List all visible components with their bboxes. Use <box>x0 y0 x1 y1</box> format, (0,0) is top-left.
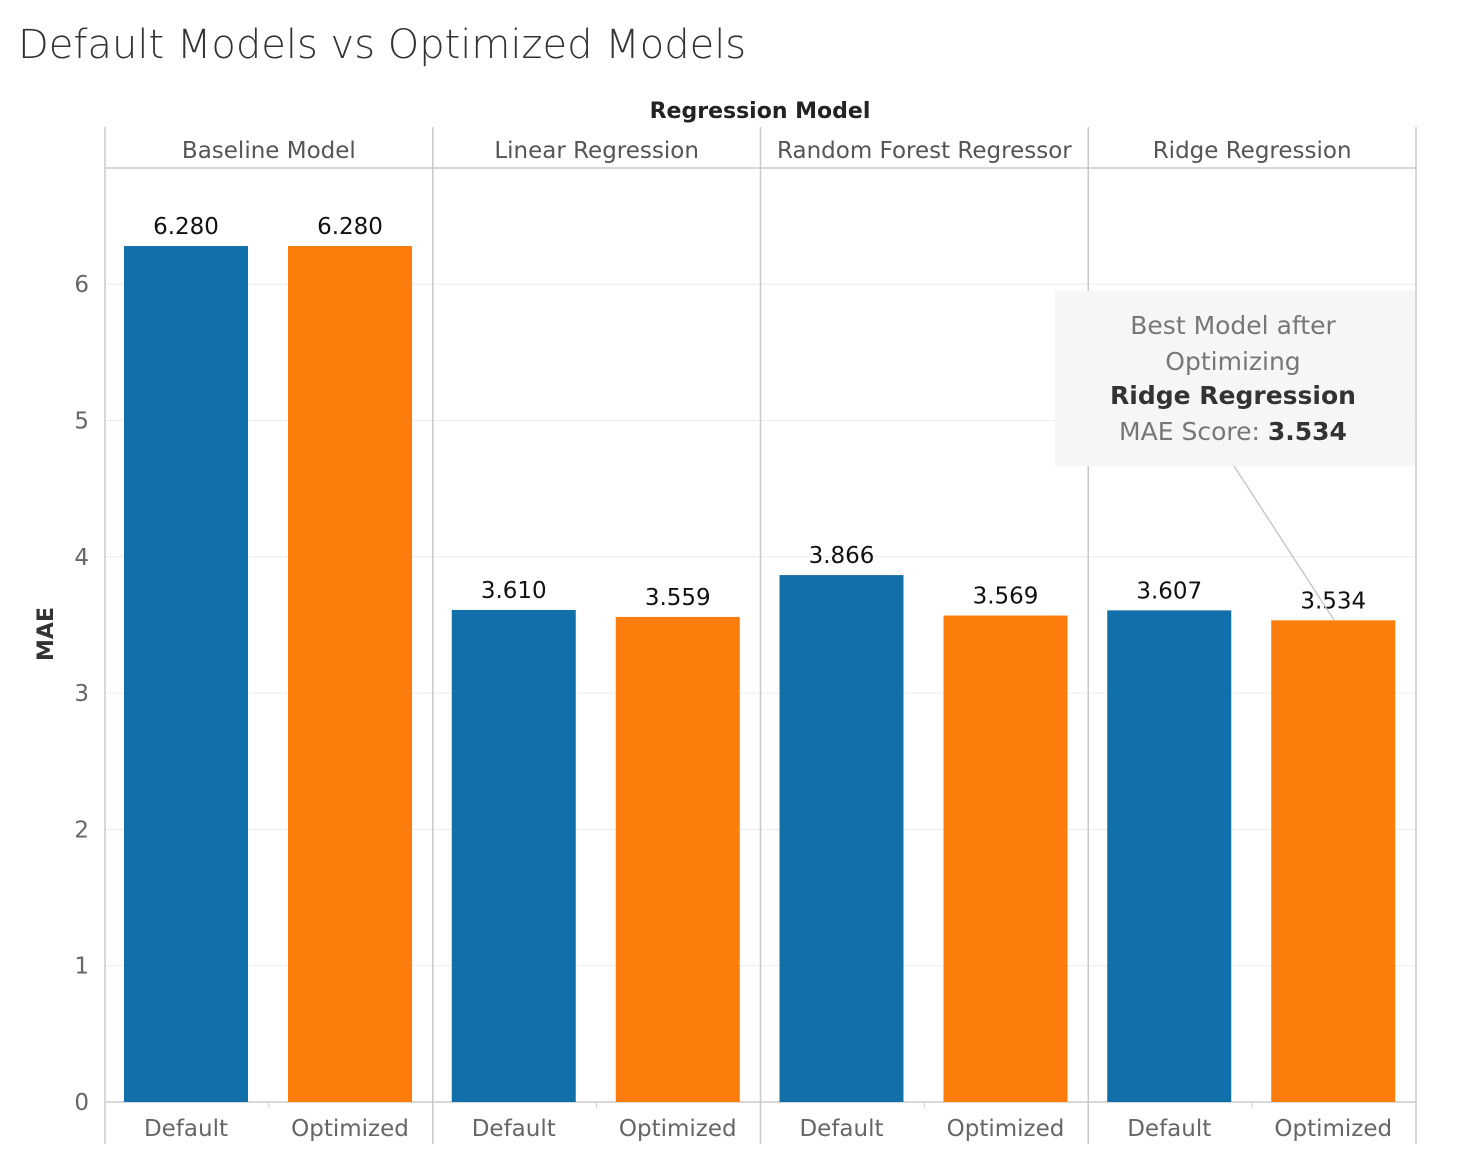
y-tick-label: 4 <box>74 545 89 571</box>
x-category-labels: Default Optimized Default Optimized Default O… <box>144 1116 1392 1142</box>
facet-header: Ridge Regression <box>1153 138 1352 164</box>
y-tick-label: 6 <box>74 272 89 298</box>
y-tick-label: 5 <box>74 409 89 435</box>
callout-score: MAE Score: 3.534 <box>1119 417 1347 446</box>
y-axis-title: MAE <box>34 607 59 661</box>
bar-value-label: 3.866 <box>809 543 875 569</box>
bar-optimized <box>943 615 1068 1102</box>
x-category-label: Optimized <box>1274 1116 1392 1142</box>
y-tick-label: 2 <box>74 817 89 843</box>
callout-box <box>1055 291 1415 466</box>
callout-line2: Optimizing <box>1165 347 1300 376</box>
callout-model-name: Ridge Regression <box>1110 381 1356 410</box>
bar-optimized <box>1271 620 1396 1102</box>
bar-value-label: 6.280 <box>317 214 383 240</box>
callout-score-label: MAE Score: <box>1119 417 1268 446</box>
bar-value-label: 3.559 <box>645 585 711 611</box>
y-tick-label: 1 <box>74 954 89 980</box>
data-labels: 6.280 6.280 3.610 3.559 3.866 3.569 3.607 3.534 <box>153 214 1366 614</box>
x-category-label: Default <box>472 1116 556 1142</box>
facet-headers: Baseline Model Linear Regression Random Fo… <box>182 138 1352 164</box>
facet-header: Random Forest Regressor <box>777 138 1072 164</box>
bar-default <box>779 575 904 1102</box>
facet-header: Linear Regression <box>494 138 699 164</box>
facet-header: Baseline Model <box>182 138 356 164</box>
x-category-label: Optimized <box>947 1116 1065 1142</box>
bar-default <box>1107 610 1232 1102</box>
bars <box>124 246 1396 1102</box>
y-tick-label: 3 <box>74 681 89 707</box>
x-category-label: Default <box>144 1116 228 1142</box>
bar-value-label: 6.280 <box>153 214 219 240</box>
y-axis-ticks: 0 1 2 3 4 5 6 <box>74 272 89 1116</box>
callout-line1: Best Model after <box>1130 311 1336 340</box>
bar-value-label: 3.569 <box>973 584 1039 610</box>
x-category-label: Default <box>1127 1116 1211 1142</box>
bar-value-label: 3.534 <box>1300 588 1366 614</box>
x-category-label: Optimized <box>291 1116 409 1142</box>
x-category-label: Optimized <box>619 1116 737 1142</box>
x-category-label: Default <box>799 1116 883 1142</box>
bar-optimized <box>615 616 740 1102</box>
bar-default <box>451 609 576 1102</box>
chart-title: Default Models vs Optimized Models <box>18 22 746 68</box>
bar-optimized <box>288 246 412 1102</box>
bar-value-label: 3.610 <box>481 578 547 604</box>
bar-value-label: 3.607 <box>1136 578 1202 604</box>
callout-pointer-line <box>1233 465 1335 621</box>
column-header: Regression Model <box>650 99 871 124</box>
y-tick-label: 0 <box>74 1090 89 1116</box>
bar-default <box>124 246 248 1102</box>
callout-score-value: 3.534 <box>1268 417 1347 446</box>
best-model-callout: Best Model after Optimizing Ridge Regres… <box>1055 291 1415 621</box>
